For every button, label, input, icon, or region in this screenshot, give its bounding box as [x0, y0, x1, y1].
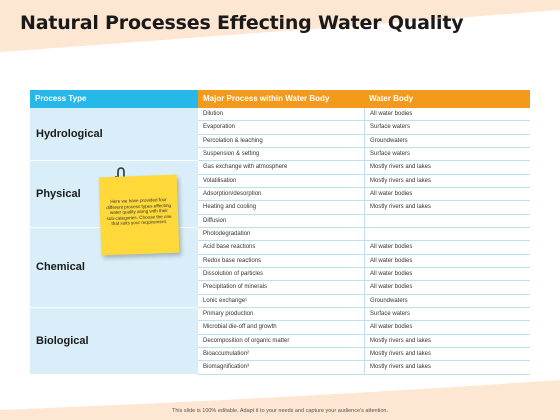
process-type-cell: Hydrological: [30, 108, 198, 162]
sticky-note-text: Here we have provided four different pro…: [106, 197, 172, 227]
major-process-cell: Microbial die-off and growth: [203, 324, 277, 331]
water-body-cell: Surface waters: [364, 307, 530, 321]
table-row: Bioaccumulation² Mostly rivers and lakes: [198, 347, 530, 362]
table-row: Diffusion: [198, 214, 530, 228]
water-body-cell: All water bodies: [364, 281, 530, 294]
water-body-cell: All water bodies: [364, 187, 530, 201]
table-row: Evaporation Surface waters: [198, 121, 530, 135]
process-group: Biological Primary production Surface wate…: [30, 307, 530, 375]
water-body-cell: All water bodies: [364, 108, 530, 121]
table-row: Dissolution of particles All water bodies: [198, 267, 530, 282]
major-process-cell: Adsorption/desorption: [203, 190, 262, 197]
water-body-cell: All water bodies: [364, 321, 530, 334]
major-process-cell: Bioaccumulation²: [203, 350, 250, 357]
water-body-cell: Mostly rivers and lakes: [364, 161, 530, 174]
table-row: Biomagnification³ Mostly rivers and lakes: [198, 361, 530, 375]
sticky-note: Here we have provided four different pro…: [98, 174, 180, 256]
major-process-cell: Photodegradation: [203, 230, 251, 237]
table-row: Volatilisation Mostly rivers and lakes: [198, 174, 530, 188]
major-process-cell: Dissolution of particles: [203, 270, 264, 277]
water-body-cell: Mostly rivers and lakes: [364, 174, 530, 187]
water-body-cell: Mostly rivers and lakes: [364, 201, 530, 214]
process-group: Hydrological Dilution All water bodies Evap…: [30, 108, 530, 162]
major-process-cell: Biomagnification³: [203, 364, 250, 371]
water-body-cell: Mostly rivers and lakes: [364, 347, 530, 361]
page-title: Natural Processes Effecting Water Qualit…: [20, 12, 464, 34]
major-process-cell: Gas exchange with atmosphere: [203, 164, 288, 171]
major-process-cell: Percolation & leaching: [203, 137, 263, 144]
table-row: Suspension & setting Surface waters: [198, 147, 530, 162]
header-major-process: Major Process within Water Body: [198, 90, 364, 108]
major-process-cell: Heating and cooling: [203, 204, 257, 211]
header-process-type: Process Type: [30, 90, 198, 108]
table-row: Photodegradation: [198, 227, 530, 242]
bottom-decoration: [0, 380, 560, 420]
table-row: Acid base reactions All water bodies: [198, 241, 530, 255]
water-body-cell: Groundwaters: [364, 294, 530, 307]
table-row: Adsorption/desorption All water bodies: [198, 187, 530, 202]
water-body-cell: [364, 227, 530, 241]
table-row: Redox base reactions All water bodies: [198, 254, 530, 268]
table-row: Primary production Surface waters: [198, 307, 530, 322]
table-row: Percolation & leaching Groundwaters: [198, 134, 530, 148]
water-body-cell: Surface waters: [364, 147, 530, 161]
water-body-cell: Mostly rivers and lakes: [364, 334, 530, 347]
top-decoration: [0, 0, 560, 52]
table-row: Microbial die-off and growth All water bo…: [198, 321, 530, 335]
major-process-cell: Dilution: [203, 111, 224, 117]
major-process-cell: Acid base reactions: [203, 244, 256, 251]
major-process-cell: Redox base reactions: [203, 257, 262, 264]
footer-text: This slide is 100% editable. Adapt it to…: [172, 408, 388, 414]
major-process-cell: Primary production: [203, 310, 254, 317]
water-body-cell: All water bodies: [364, 241, 530, 254]
table-row: Gas exchange with atmosphere Mostly river…: [198, 161, 530, 175]
table-row: Dilution All water bodies: [198, 108, 530, 122]
water-body-cell: Groundwaters: [364, 134, 530, 147]
table-row: Decomposition of organic matter Mostly ri…: [198, 334, 530, 348]
major-process-cell: Lonic exchange¹: [203, 297, 248, 304]
water-body-cell: Mostly rivers and lakes: [364, 361, 530, 374]
water-body-cell: [364, 214, 530, 227]
process-type-cell: Biological: [30, 307, 198, 375]
table-row: Heating and cooling Mostly rivers and lak…: [198, 201, 530, 215]
major-process-cell: Decomposition of organic matter: [203, 337, 290, 344]
major-process-cell: Suspension & setting: [203, 150, 260, 157]
major-process-cell: Diffusion: [203, 217, 227, 224]
table-row: Lonic exchange¹ Groundwaters: [198, 294, 530, 308]
table-header: Process Type Major Process within Water …: [30, 90, 530, 108]
water-body-cell: All water bodies: [364, 254, 530, 267]
major-process-cell: Evaporation: [203, 124, 236, 131]
major-process-cell: Precipitation of minerals: [203, 284, 268, 291]
header-water-body: Water Body: [364, 90, 530, 108]
table-row: Precipitation of minerals All water bodie…: [198, 281, 530, 295]
water-body-cell: All water bodies: [364, 267, 530, 281]
water-body-cell: Surface waters: [364, 121, 530, 134]
major-process-cell: Volatilisation: [203, 177, 237, 184]
